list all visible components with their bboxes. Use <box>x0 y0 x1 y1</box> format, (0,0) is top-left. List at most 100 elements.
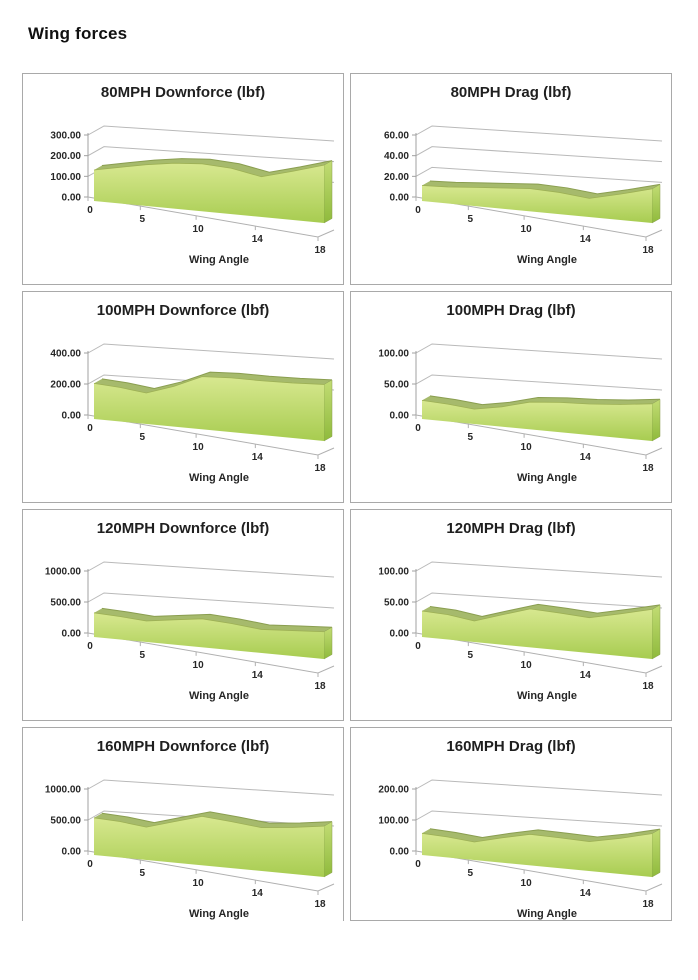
y-axis-tick-label: 0.00 <box>390 193 410 204</box>
x-axis-tick-label: 18 <box>314 899 326 910</box>
chart-title: 120MPH Downforce (lbf) <box>96 520 270 537</box>
gridline <box>87 343 335 360</box>
x-axis-title: Wing Angle <box>189 472 249 484</box>
gridline <box>415 561 663 578</box>
area-front-face <box>94 376 324 441</box>
area-front-edge <box>93 376 325 394</box>
y-axis-tick-label: 0.00 <box>390 411 410 422</box>
x-axis-tick-label: 0 <box>87 641 93 652</box>
y-axis-tick-label: 0.00 <box>62 193 82 204</box>
chart-plot: 0.00 20.00 40.00 60.00 0 5 10 14 18 Wing Angle <box>384 125 663 266</box>
x-axis-tick-label: 5 <box>140 432 146 443</box>
x-axis-tick-label: 5 <box>468 432 474 443</box>
area-front-face <box>422 833 652 877</box>
x-axis-tick-label: 0 <box>87 423 93 434</box>
x-axis-tick-label: 10 <box>521 878 533 889</box>
y-axis-tick-label: 200.00 <box>50 151 81 162</box>
x-axis-tick-label: 14 <box>252 670 264 681</box>
y-axis-tick-label: 20.00 <box>384 172 409 183</box>
area-top-surface <box>422 604 660 621</box>
chart-title: 120MPH Drag (lbf) <box>446 520 576 537</box>
x-axis-title: Wing Angle <box>517 254 577 266</box>
x-axis-tick-label: 5 <box>140 650 146 661</box>
chart-cell-80mph-downforce-lbf[interactable]: 80MPH Downforce (lbf) 0.00 100.00 200.00 300… <box>22 73 344 285</box>
area-top-surface <box>94 811 332 828</box>
y-axis-tick-label: 200.00 <box>378 785 409 796</box>
chart-plot: 0.00 50.00 100.00 0 5 10 14 18 Wing Angle <box>378 561 663 702</box>
chart-plot: 0.00 100.00 200.00 300.00 0 5 10 14 18 Wing Angle <box>50 125 335 266</box>
y-axis-tick-label: 0.00 <box>62 629 82 640</box>
chart-title: 100MPH Downforce (lbf) <box>96 302 270 319</box>
y-axis-tick-label: 500.00 <box>50 816 81 827</box>
area-top-surface <box>94 158 332 177</box>
x-axis-tick-label: 10 <box>193 442 205 453</box>
gridline <box>415 166 663 183</box>
chart-plot: 0.00 200.00 400.00 0 5 10 14 18 Wing Angle <box>50 343 335 484</box>
area-side-face <box>323 379 333 442</box>
chart-plot: 0.00 500.00 1000.00 0 5 10 14 18 Wing Angle <box>45 561 335 702</box>
gridline <box>415 125 663 142</box>
y-axis-tick-label: 0.00 <box>390 847 410 858</box>
chart-cell-120mph-drag-lbf[interactable]: 120MPH Drag (lbf) 0.00 50.00 100.00 0 5 10 14 18… <box>350 509 672 721</box>
gridline <box>87 779 335 796</box>
y-axis-tick-label: 1000.00 <box>45 567 82 578</box>
chart-title: 160MPH Downforce (lbf) <box>96 738 270 755</box>
area-side-face <box>651 828 661 878</box>
area-front-edge <box>93 815 325 829</box>
area-front-face <box>94 816 324 877</box>
x-axis-title: Wing Angle <box>189 908 249 920</box>
x-axis-tick-label: 18 <box>642 681 654 692</box>
area-top-surface <box>94 372 332 394</box>
gridline <box>415 374 663 391</box>
y-axis-tick-label: 300.00 <box>50 131 81 142</box>
y-axis-tick-label: 400.00 <box>50 349 81 360</box>
charts-grid: 80MPH Downforce (lbf) 0.00 100.00 200.00 300… <box>22 73 672 921</box>
y-axis-tick-label: 40.00 <box>384 151 409 162</box>
page-title: Wing forces <box>28 24 128 43</box>
x-axis-tick-label: 5 <box>140 868 146 879</box>
y-axis-tick-label: 1000.00 <box>45 785 82 796</box>
y-axis-tick-label: 200.00 <box>50 380 81 391</box>
x-axis-tick-label: 14 <box>252 452 264 463</box>
y-axis-tick-label: 0.00 <box>390 629 410 640</box>
gridline <box>87 561 335 578</box>
x-axis-tick-label: 18 <box>314 463 326 474</box>
x-axis-tick-label: 5 <box>140 214 146 225</box>
x-axis-tick-label: 0 <box>87 205 93 216</box>
x-axis-tick-label: 0 <box>87 859 93 870</box>
gridline <box>415 146 663 163</box>
chart-cell-160mph-drag-lbf[interactable]: 160MPH Drag (lbf) 0.00 100.00 200.00 0 5 10 14 1… <box>350 727 672 921</box>
x-axis-tick-label: 0 <box>415 423 421 434</box>
gridline <box>87 146 335 163</box>
x-axis-tick-label: 10 <box>193 660 205 671</box>
chart-cell-100mph-drag-lbf[interactable]: 100MPH Drag (lbf) 0.00 50.00 100.00 0 5 10 14 18… <box>350 291 672 503</box>
x-axis-tick-label: 18 <box>314 245 326 256</box>
y-axis-tick-label: 50.00 <box>384 380 409 391</box>
x-axis-tick-label: 18 <box>314 681 326 692</box>
area-front-face <box>94 612 324 659</box>
area-front-edge <box>421 608 653 622</box>
area-top-surface <box>94 608 332 632</box>
x-axis-tick-label: 10 <box>193 878 205 889</box>
gridline <box>87 592 335 609</box>
area-front-face <box>422 400 652 441</box>
area-back-edge <box>429 828 661 839</box>
x-axis-title: Wing Angle <box>517 908 577 920</box>
x-axis-tick-label: 0 <box>415 641 421 652</box>
chart-title: 80MPH Drag (lbf) <box>450 84 572 101</box>
x-axis-tick-label: 5 <box>468 650 474 661</box>
chart-title: 80MPH Downforce (lbf) <box>100 84 266 101</box>
area-side-face <box>323 821 333 878</box>
area-back-edge <box>429 395 661 406</box>
x-axis-tick-label: 10 <box>521 442 533 453</box>
chart-title: 160MPH Drag (lbf) <box>446 738 576 755</box>
chart-cell-160mph-downforce-lbf[interactable]: 160MPH Downforce (lbf) 0.00 500.00 1000.00 0… <box>22 727 344 921</box>
chart-cell-80mph-drag-lbf[interactable]: 80MPH Drag (lbf) 0.00 20.00 40.00 60.00 0 5 10 1… <box>350 73 672 285</box>
area-back-edge <box>101 811 333 824</box>
chart-cell-100mph-downforce-lbf[interactable]: 100MPH Downforce (lbf) 0.00 200.00 400.00 0 5… <box>22 291 344 503</box>
x-axis-title: Wing Angle <box>189 690 249 702</box>
chart-cell-120mph-downforce-lbf[interactable]: 120MPH Downforce (lbf) 0.00 500.00 1000.00 0… <box>22 509 344 721</box>
x-axis-tick-label: 10 <box>521 660 533 671</box>
area-front-edge <box>421 185 653 199</box>
y-axis-tick-label: 100.00 <box>50 172 81 183</box>
